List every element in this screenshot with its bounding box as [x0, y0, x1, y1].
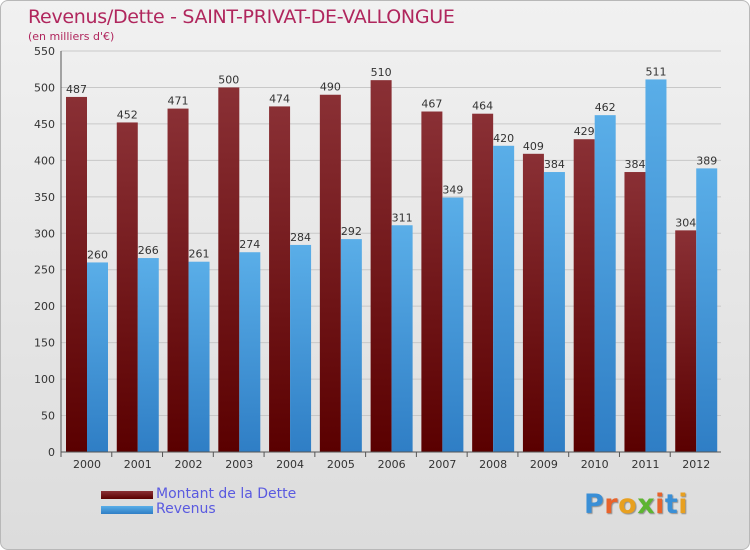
data-label-dette: 474 — [269, 92, 290, 105]
data-label-revenus: 349 — [442, 184, 463, 197]
data-label-dette: 429 — [574, 125, 595, 138]
bar-dette — [167, 108, 189, 453]
y-tick-label: 50 — [41, 410, 55, 423]
x-tick-label: 2010 — [581, 458, 609, 471]
proxiti-logo: Proxiti — [584, 489, 688, 520]
logo-letter: i — [678, 489, 689, 520]
bar-dette — [624, 172, 646, 452]
bar-revenus — [442, 197, 464, 452]
data-label-dette: 467 — [421, 98, 442, 111]
data-label-dette: 409 — [523, 140, 544, 153]
bar-dette — [370, 80, 392, 452]
logo-letter: r — [604, 489, 619, 520]
logo-letter: o — [618, 489, 638, 520]
data-label-dette: 304 — [675, 216, 696, 229]
y-tick-label: 250 — [34, 264, 55, 277]
data-label-revenus: 274 — [239, 238, 260, 251]
x-tick-label: 2001 — [124, 458, 152, 471]
data-label-dette: 510 — [371, 66, 392, 79]
data-label-revenus: 420 — [493, 132, 514, 145]
y-tick-label: 400 — [34, 154, 55, 167]
bar-dette — [421, 111, 443, 453]
bar-revenus — [239, 252, 261, 452]
bar-revenus — [188, 261, 210, 452]
y-tick-label: 350 — [34, 191, 55, 204]
y-tick-label: 300 — [34, 227, 55, 240]
logo-letter: i — [655, 489, 665, 520]
bar-dette — [675, 230, 697, 452]
bar-revenus — [543, 172, 565, 452]
x-tick-label: 2002 — [175, 458, 203, 471]
data-label-revenus: 266 — [138, 244, 159, 257]
chart-title: Revenus/Dette - SAINT-PRIVAT-DE-VALLONGU… — [28, 6, 455, 28]
bars — [66, 79, 718, 453]
bar-revenus — [340, 239, 362, 452]
data-label-revenus: 389 — [696, 154, 717, 167]
logo-letter: P — [584, 489, 605, 520]
logo-letter: x — [637, 489, 656, 520]
x-tick-label: 2006 — [378, 458, 406, 471]
y-tick-label: 100 — [34, 373, 55, 386]
bar-revenus — [645, 79, 667, 453]
y-tick-label: 500 — [34, 81, 55, 94]
data-label-revenus: 384 — [544, 158, 565, 171]
bar-dette — [116, 122, 138, 452]
bar-dette — [472, 113, 494, 453]
bar-dette — [218, 87, 240, 453]
bar-dette — [269, 106, 291, 452]
data-label-dette: 464 — [472, 100, 493, 113]
data-label-revenus: 261 — [189, 248, 210, 261]
bar-dette — [573, 139, 595, 452]
x-tick-label: 2011 — [631, 458, 659, 471]
data-label-dette: 490 — [320, 81, 341, 94]
bar-dette — [522, 153, 544, 452]
data-label-revenus: 260 — [87, 248, 108, 261]
y-tick-label: 450 — [34, 118, 55, 131]
legend-label-dette: Montant de la Dette — [156, 486, 297, 502]
bar-revenus — [594, 115, 616, 452]
logo-letter: t — [664, 489, 679, 520]
data-label-dette: 500 — [218, 73, 239, 86]
data-label-revenus: 292 — [341, 225, 362, 238]
bar-revenus — [290, 244, 312, 452]
x-tick-label: 2003 — [225, 458, 253, 471]
bar-revenus — [696, 168, 718, 452]
legend-swatch-dette — [101, 491, 153, 499]
chart-subtitle: (en milliers d'€) — [28, 30, 115, 43]
data-label-revenus: 511 — [645, 65, 666, 78]
axes: 0 50 100 150 200 250 300 350 400 450 500 550 2000 200… — [34, 45, 721, 471]
legend-label-revenus: Revenus — [156, 501, 216, 517]
data-label-revenus: 284 — [290, 231, 311, 244]
bar-revenus — [137, 258, 159, 452]
bar-dette — [66, 96, 87, 452]
x-tick-label: 2005 — [327, 458, 355, 471]
bar-revenus — [87, 262, 108, 452]
x-tick-label: 2012 — [682, 458, 710, 471]
y-tick-label: 0 — [48, 446, 55, 459]
data-label-dette: 384 — [624, 158, 645, 171]
data-label-dette: 471 — [168, 95, 189, 108]
x-tick-label: 2008 — [479, 458, 507, 471]
x-tick-label: 2009 — [530, 458, 558, 471]
y-tick-label: 200 — [34, 300, 55, 313]
y-tick-label: 550 — [34, 45, 55, 58]
data-label-dette: 487 — [66, 83, 87, 96]
legend-swatch-revenus — [101, 506, 153, 514]
bar-revenus — [493, 145, 515, 453]
x-tick-label: 2004 — [276, 458, 304, 471]
y-tick-label: 150 — [34, 337, 55, 350]
data-label-dette: 452 — [117, 108, 138, 121]
bar-revenus — [391, 225, 413, 452]
x-tick-label: 2000 — [73, 458, 101, 471]
data-labels: 487 260 452 266 471 261 500 274 474 284 490 292 510 3… — [66, 65, 717, 261]
data-label-revenus: 462 — [595, 101, 616, 114]
data-label-revenus: 311 — [392, 211, 413, 224]
bar-dette — [319, 94, 341, 452]
x-tick-label: 2007 — [428, 458, 456, 471]
